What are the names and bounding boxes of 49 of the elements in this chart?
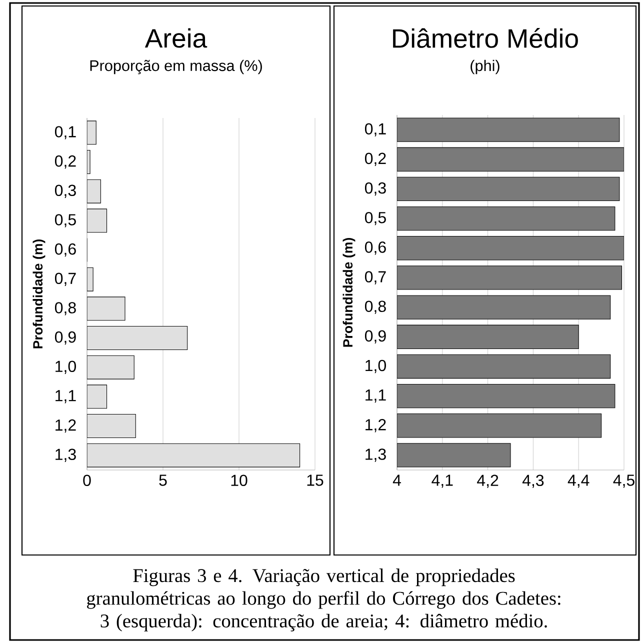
x-tick-label: 4 [392, 474, 401, 486]
y-tick-label: 0,9 [364, 330, 386, 344]
chart-subtitle: Proporção em massa (%) [90, 60, 262, 74]
bar [87, 296, 126, 321]
y-axis-title: Profundidade (m) [342, 238, 356, 347]
y-tick-label: 0,2 [54, 155, 76, 169]
y-tick-label: 1,1 [366, 390, 386, 403]
y-tick-label: 0,5 [364, 212, 386, 226]
x-tick-label: 4,2 [477, 474, 498, 488]
chart-subtitle: (phi) [470, 60, 500, 74]
bar [87, 180, 101, 204]
x-tick-label: 10 [231, 474, 248, 486]
text: Figuras 3 e 4. Variação vertical de propriedades granulométricas ao longo do perfil do Córrego dos Cadetes: 3 (esquerda): concentração de areia; 4: diâmetro médio. [86, 568, 560, 632]
bar [87, 326, 188, 350]
chart-title: Diâmetro Médio [393, 28, 578, 48]
y-tick-label: 0,5 [54, 214, 76, 228]
y-tick-label: 0,8 [364, 300, 386, 314]
bar [87, 208, 108, 233]
chart-title: Areia [144, 28, 208, 48]
y-tick-label: 0,1 [364, 123, 386, 136]
y-axis-title: Profundidade (m) [32, 239, 46, 348]
x-tick-label: 0 [83, 474, 91, 486]
x-tick-label: 4,4 [568, 474, 590, 488]
y-tick-label: 0,8 [54, 302, 76, 316]
y-tick-label: 0,3 [54, 184, 76, 198]
y-tick-label: 0,1 [54, 126, 76, 140]
y-tick-label: 0,6 [364, 242, 386, 255]
x-tick-label: 15 [307, 474, 324, 486]
y-tick-label: 0,3 [364, 182, 386, 196]
x-tick-label: 4,5 [613, 474, 634, 488]
y-tick-label: 1,0 [56, 360, 76, 374]
y-tick-label: 1,3 [56, 448, 76, 462]
y-tick-label: 1,2 [366, 419, 386, 432]
y-tick-label: 0,2 [364, 152, 386, 166]
bar [87, 384, 108, 409]
x-tick-label: 5 [159, 474, 167, 486]
bar [87, 355, 134, 380]
y-tick-label: 0,6 [54, 243, 76, 257]
y-tick-label: 0,7 [364, 271, 386, 284]
y-tick-label: 1,1 [56, 390, 76, 404]
x-tick-label: 4,1 [432, 474, 453, 488]
bar [87, 443, 300, 468]
y-tick-label: 1,2 [56, 419, 76, 433]
y-tick-label: 1,0 [366, 360, 386, 374]
y-tick-label: 0,9 [54, 331, 76, 345]
y-tick-label: 0,7 [54, 272, 76, 286]
bar [87, 414, 136, 438]
y-tick-label: 1,3 [366, 448, 386, 462]
x-tick-label: 4,3 [522, 474, 544, 488]
